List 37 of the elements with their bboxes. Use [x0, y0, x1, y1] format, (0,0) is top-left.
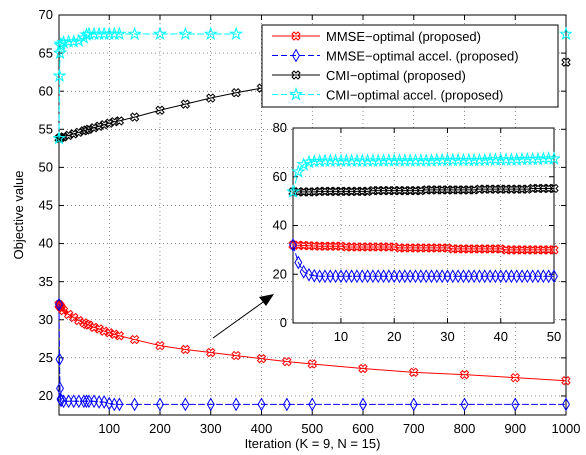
y-tick-label: 60: [272, 168, 287, 184]
x-tick-label: 600: [352, 421, 374, 436]
legend-label: MMSE−optimal (proposed): [326, 29, 481, 44]
x-tick-label: 800: [454, 421, 476, 436]
y-tick-label: 70: [38, 7, 53, 22]
x-tick-label: 200: [149, 421, 171, 436]
x-tick-label: 1000: [552, 421, 580, 436]
y-tick-label: 35: [38, 274, 53, 289]
y-tick-label: 25: [38, 350, 53, 366]
y-axis-title: Objective value: [11, 170, 26, 260]
x-tick-label: 500: [301, 421, 324, 436]
x-tick-label: 400: [250, 421, 272, 436]
x-tick-label: 40: [494, 329, 508, 344]
x-tick-label: 900: [504, 421, 526, 436]
legend-label: CMI−optimal accel. (proposed): [326, 88, 504, 102]
x-axis-title: Iteration (K = 9, N = 15): [244, 436, 380, 451]
y-tick-label: 60: [38, 83, 53, 98]
x-tick-label: 50: [546, 329, 562, 344]
x-tick-label: 10: [334, 329, 348, 344]
legend-label: MMSE−optimal accel. (proposed): [326, 48, 519, 64]
y-tick-label: 20: [272, 266, 287, 282]
y-tick-label: 30: [38, 312, 53, 327]
y-tick-label: 65: [38, 45, 53, 60]
y-tick-label: 45: [38, 198, 53, 213]
x-tick-label: 100: [98, 421, 120, 436]
x-tick-label: 700: [402, 421, 425, 436]
x-tick-label: 20: [386, 329, 402, 344]
y-tick-label: 40: [38, 236, 53, 251]
y-tick-label: 0: [280, 315, 287, 330]
y-tick-label: 80: [272, 120, 287, 136]
y-tick-label: 40: [272, 218, 287, 233]
legend-label: CMI−optimal (proposed): [326, 68, 466, 83]
x-tick-label: 300: [200, 421, 222, 436]
y-tick-label: 50: [38, 160, 53, 175]
y-tick-label: 20: [38, 388, 53, 404]
x-tick-label: 30: [440, 329, 455, 344]
y-tick-label: 55: [38, 121, 53, 136]
